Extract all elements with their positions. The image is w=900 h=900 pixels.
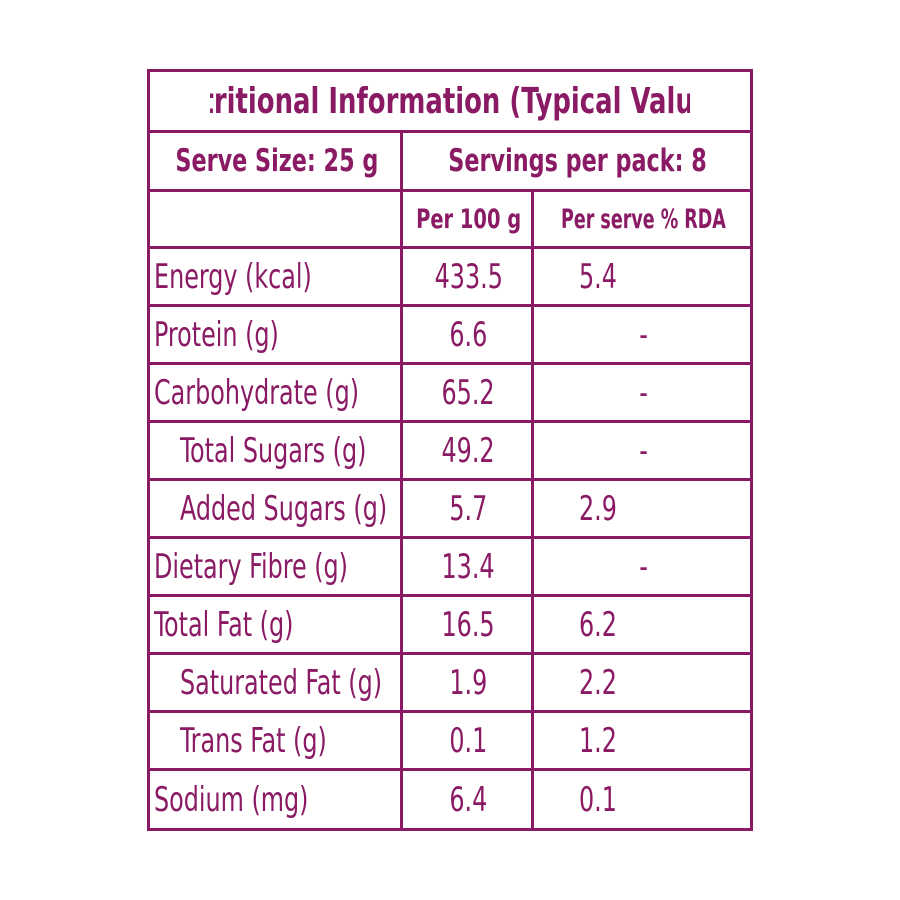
per100-header: Per 100 g (416, 203, 522, 235)
rda-value: 6.2 (579, 604, 617, 645)
rda-value: - (639, 372, 648, 413)
nutrient-row: Trans Fat (g) 0.1 1.2 (150, 713, 750, 771)
column-header-row: Per 100 g Per serve % RDA (150, 192, 750, 249)
serve-size-cell: Serve Size: 25 g (150, 133, 403, 189)
nutrient-row: Saturated Fat (g) 1.9 2.2 (150, 655, 750, 713)
rda-value: 5.4 (579, 256, 617, 297)
per100-value: 0.1 (449, 720, 488, 761)
rda-value: - (639, 430, 648, 471)
per100-value: 13.4 (441, 546, 496, 587)
per100-value: 16.5 (441, 604, 496, 645)
nutrition-panel: Nutritional Information (Typical Values)… (147, 69, 753, 831)
rda-value: - (639, 546, 648, 587)
nutrient-label: Total Fat (g) (154, 604, 294, 645)
per100-value: 49.2 (441, 430, 496, 471)
rda-value: 2.9 (579, 488, 617, 529)
serve-size: Serve Size: 25 g (175, 143, 378, 179)
rda-header: Per serve % RDA (561, 203, 726, 235)
per100-value: 6.4 (449, 779, 488, 820)
blank-header-cell (150, 192, 400, 246)
nutrient-row: Dietary Fibre (g) 13.4 - (150, 539, 750, 597)
title-row: Nutritional Information (Typical Values) (150, 72, 750, 133)
nutrient-label: Sodium (mg) (154, 779, 309, 820)
nutrient-row: Protein (g) 6.6 - (150, 307, 750, 365)
nutrient-label: Added Sugars (g) (180, 488, 388, 529)
rda-value: 2.2 (579, 662, 617, 703)
nutrient-row: Added Sugars (g) 5.7 2.9 (150, 481, 750, 539)
rda-header-cell: Per serve % RDA (531, 192, 753, 246)
nutrient-row: Sodium (mg) 6.4 0.1 (150, 771, 750, 828)
nutrient-row: Energy (kcal) 433.5 5.4 (150, 249, 750, 307)
rda-value: 0.1 (579, 779, 617, 820)
nutrient-row: Total Sugars (g) 49.2 - (150, 423, 750, 481)
nutrient-label: Carbohydrate (g) (154, 372, 360, 413)
rda-value: - (639, 314, 648, 355)
rda-value: 1.2 (579, 720, 617, 761)
per100-value: 433.5 (434, 256, 503, 297)
nutrient-label: Total Sugars (g) (180, 430, 367, 471)
per100-value: 65.2 (441, 372, 496, 413)
nutrient-row: Total Fat (g) 16.5 6.2 (150, 597, 750, 655)
per100-header-cell: Per 100 g (400, 192, 534, 246)
nutrient-row: Carbohydrate (g) 65.2 - (150, 365, 750, 423)
per100-value: 6.6 (449, 314, 488, 355)
nutrient-label: Energy (kcal) (154, 256, 312, 297)
servings-cell: Servings per pack: 8 (400, 133, 753, 189)
nutrient-label: Saturated Fat (g) (180, 662, 383, 703)
nutrient-label: Trans Fat (g) (180, 720, 327, 761)
panel-title: Nutritional Information (Typical Values) (210, 80, 690, 122)
per100-value: 5.7 (449, 488, 488, 529)
nutrient-label: Dietary Fibre (g) (154, 546, 348, 587)
serving-row: Serve Size: 25 g Servings per pack: 8 (150, 133, 750, 192)
per100-value: 1.9 (449, 662, 488, 703)
servings-per-pack: Servings per pack: 8 (448, 143, 708, 179)
nutrient-label: Protein (g) (154, 314, 279, 355)
